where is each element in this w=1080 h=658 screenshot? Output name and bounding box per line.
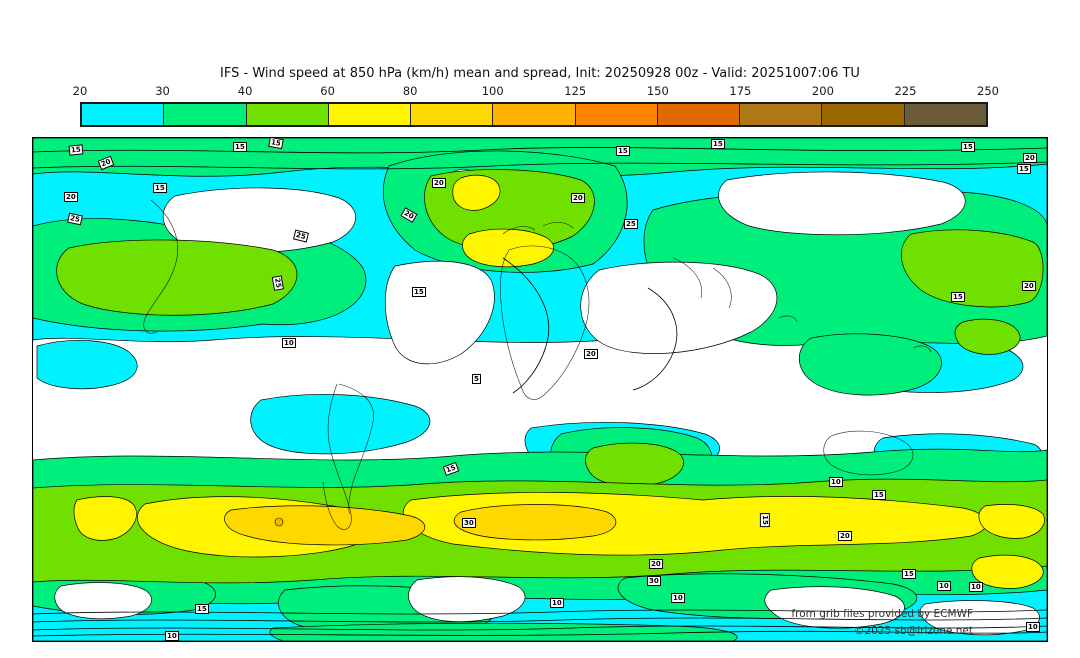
colorbar-tick-label: 175 (729, 84, 752, 98)
colorbar-cell-40-60 (245, 104, 328, 125)
colorbar-tick-label: 60 (320, 84, 335, 98)
wind-map-svg (33, 138, 1047, 641)
colorbar-cell-200-225 (821, 104, 904, 125)
fill-layer-gold (224, 504, 617, 546)
credit-copyright: ©2025 sb@irizone.net (854, 625, 973, 637)
credit-source: from grib files provided by ECMWF (791, 608, 973, 620)
colorbar-tick-label: 225 (894, 84, 917, 98)
colorbar-tick-label: 200 (811, 84, 834, 98)
colorbar-cell-225-250 (903, 104, 986, 125)
colorbar-cell-175-200 (739, 104, 822, 125)
colorbar-tick-label: 125 (564, 84, 587, 98)
colorbar-cell-30-40 (163, 104, 246, 125)
colorbar-tick-label: 100 (481, 84, 504, 98)
colorbar-tick-label: 20 (72, 84, 88, 98)
colorbar-cell-125-150 (574, 104, 657, 125)
coastlines-layer (143, 199, 932, 530)
colorbar-tick-label: 80 (402, 84, 418, 98)
colorbar-cell-60-80 (327, 104, 411, 125)
colorbar-tick-label: 150 (646, 84, 669, 98)
colorbar-tick-label: 30 (155, 84, 170, 98)
colorbar-cell-80-100 (410, 104, 493, 125)
colorbar-cell-100-125 (492, 104, 575, 125)
colorbar-ticks: 20 30 40 60 80 100 125 150 175 200 225 250 (73, 84, 999, 98)
colorbar-cell-20-30 (82, 104, 164, 125)
colorbar-tick-label: 40 (237, 84, 253, 98)
colorbar-cell-150-175 (656, 104, 740, 125)
colorbar (80, 102, 988, 127)
page-title: IFS - Wind speed at 850 hPa (km/h) mean … (220, 66, 860, 81)
wind-map: 15 20 15 15 15 15 15 20 15 20 25 15 25 25 20 20 20 25 20 15… (32, 137, 1048, 642)
contour-lines-layer (33, 147, 1047, 637)
colorbar-tick-label: 250 (977, 84, 999, 98)
